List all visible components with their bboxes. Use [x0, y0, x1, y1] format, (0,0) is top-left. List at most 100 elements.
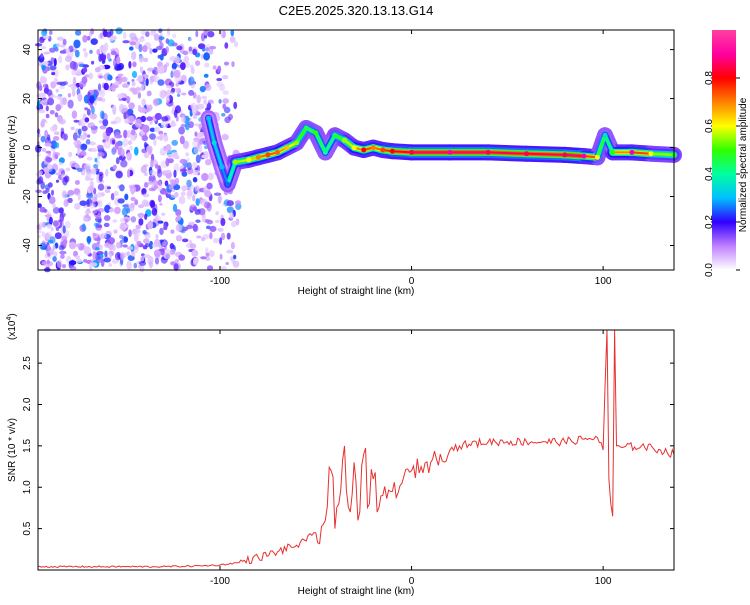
- noise-blob: [97, 97, 103, 101]
- spectral-segment: [565, 155, 584, 156]
- spectral-point: [304, 126, 309, 131]
- noise-blob: [146, 107, 150, 112]
- y-tick-label: 2.5: [22, 356, 33, 370]
- noise-blob: [107, 186, 111, 189]
- noise-blob: [94, 223, 98, 227]
- noise-blob: [149, 48, 152, 55]
- noise-blob: [86, 236, 91, 243]
- noise-blob: [46, 106, 49, 112]
- noise-blob: [77, 144, 80, 149]
- noise-blob: [123, 244, 128, 247]
- noise-blob: [194, 131, 197, 136]
- figure-title: C2E5.2025.320.13.13.G14: [279, 3, 434, 18]
- noise-blob: [71, 127, 75, 130]
- spectral-segment: [651, 154, 674, 155]
- noise-blob: [150, 200, 155, 208]
- x-tick-label: -100: [210, 276, 230, 287]
- noise-blob: [152, 49, 157, 53]
- noise-blob: [149, 170, 153, 174]
- spectral-point: [629, 150, 634, 155]
- noise-blob: [38, 109, 45, 113]
- noise-blob: [140, 66, 143, 73]
- noise-blob: [197, 104, 204, 110]
- noise-blob: [158, 66, 165, 74]
- colorbar: 0.0 0.2 0.4 0.6 0.8 Normalized spectral ampl…: [704, 30, 749, 277]
- noise-blob: [174, 70, 181, 78]
- noise-blob: [82, 126, 88, 132]
- noise-blob: [42, 231, 46, 237]
- noise-blob: [145, 31, 150, 37]
- noise-blob: [60, 213, 65, 222]
- noise-blob: [77, 168, 83, 172]
- noise-blob: [49, 196, 56, 204]
- y-tick-label: 20: [22, 93, 33, 105]
- noise-blob: [192, 170, 199, 176]
- noise-blob: [45, 157, 52, 162]
- noise-blob: [129, 185, 134, 189]
- noise-blob: [195, 220, 200, 223]
- noise-blob: [98, 199, 103, 207]
- noise-blob: [48, 240, 54, 244]
- noise-blob: [40, 243, 47, 250]
- noise-blob: [164, 136, 169, 142]
- noise-blob: [170, 249, 176, 255]
- y-tick-label: -20: [22, 189, 33, 204]
- noise-blob: [150, 159, 154, 168]
- noise-blob: [40, 53, 43, 58]
- noise-blob: [160, 33, 163, 36]
- noise-blob: [46, 114, 50, 119]
- noise-blob: [113, 245, 116, 252]
- spectral-point: [313, 130, 318, 135]
- spectral-point: [371, 145, 376, 150]
- noise-blob: [208, 173, 214, 181]
- noise-blob: [128, 229, 132, 237]
- noise-blob: [176, 83, 179, 87]
- noise-blob: [153, 98, 159, 105]
- noise-blob: [219, 84, 225, 91]
- noise-blob: [170, 71, 173, 78]
- noise-blob: [50, 110, 55, 115]
- noise-blob: [98, 75, 103, 78]
- noise-blob: [131, 252, 136, 256]
- noise-blob: [134, 263, 138, 269]
- noise-blob: [145, 78, 148, 86]
- noise-blob: [44, 130, 48, 139]
- noise-blob: [63, 191, 67, 198]
- noise-blob: [116, 56, 120, 64]
- noise-blob: [131, 51, 136, 60]
- noise-blob: [188, 121, 194, 128]
- noise-blob: [220, 218, 225, 226]
- noise-blob: [138, 218, 143, 225]
- noise-blob: [57, 37, 64, 41]
- noise-blob: [157, 169, 162, 178]
- noise-blob: [97, 192, 102, 198]
- noise-blob: [39, 207, 45, 213]
- noise-blob: [101, 233, 107, 239]
- noise-blob: [113, 229, 117, 233]
- noise-blob: [39, 38, 45, 43]
- noise-blob: [199, 145, 203, 153]
- snr-panel: -100 0 100 0.51.01.52.02.5 Height of strai…: [6, 313, 674, 597]
- noise-blob: [186, 225, 193, 229]
- noise-blob: [181, 191, 186, 196]
- noise-blob: [97, 145, 104, 150]
- noise-blob: [144, 214, 147, 220]
- noise-blob: [182, 239, 188, 243]
- noise-blob: [123, 32, 127, 39]
- noise-blob: [159, 134, 163, 141]
- noise-blob: [193, 115, 197, 119]
- noise-blob: [169, 185, 174, 190]
- noise-blob: [158, 28, 162, 33]
- noise-blob: [46, 89, 52, 95]
- noise-blob: [159, 36, 165, 40]
- noise-blob: [209, 49, 213, 55]
- spectral-segment: [527, 154, 565, 155]
- spectral-point: [409, 150, 414, 155]
- noise-blob: [60, 44, 65, 47]
- noise-blob: [79, 81, 86, 88]
- noise-blob: [186, 61, 190, 68]
- noise-blob: [192, 194, 195, 201]
- noise-blob: [95, 247, 100, 250]
- noise-blob: [159, 90, 166, 99]
- noise-blob: [190, 103, 197, 110]
